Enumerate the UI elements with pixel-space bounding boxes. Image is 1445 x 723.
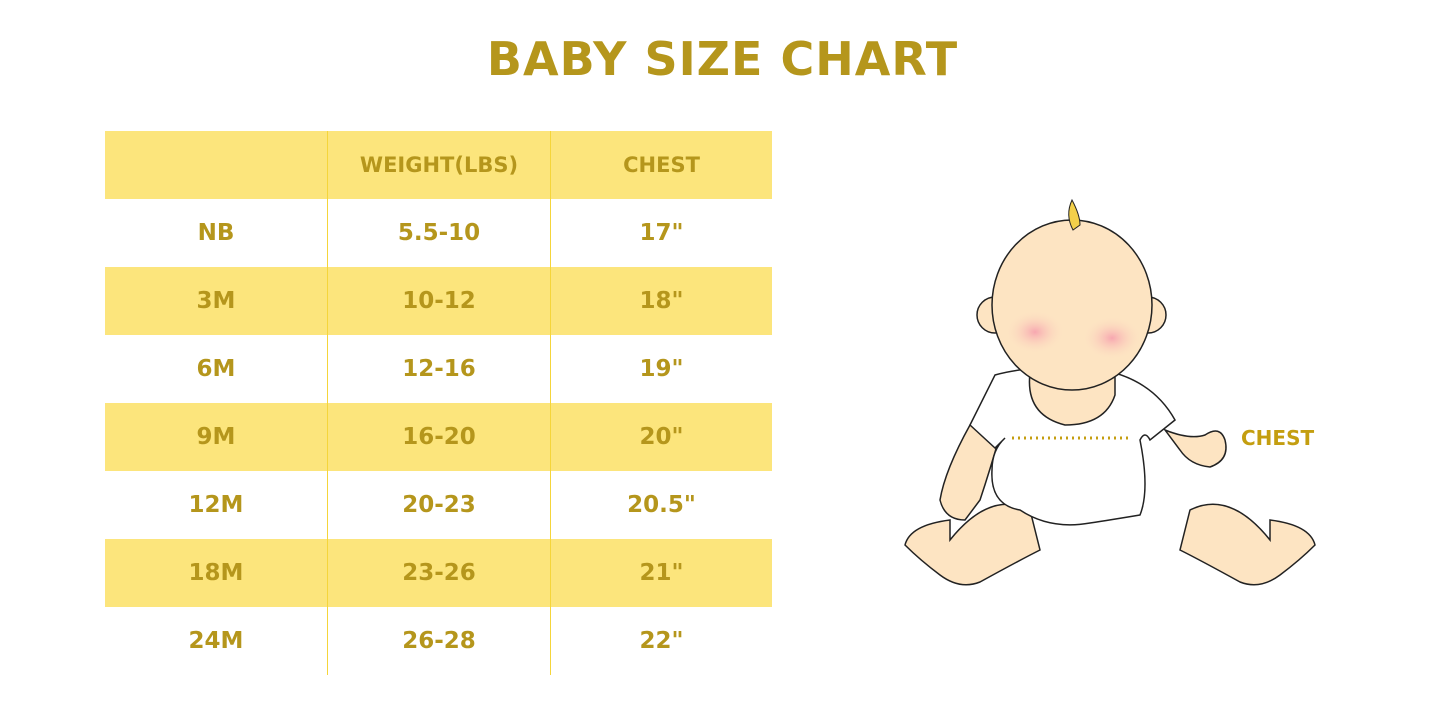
cell-size: 9M <box>196 424 236 450</box>
table-row: 24M 26-28 22" <box>105 607 772 675</box>
cell-chest: 19" <box>639 356 684 382</box>
table-row: 3M 10-12 18" <box>105 267 772 335</box>
cell-chest: 18" <box>639 288 684 314</box>
cell-weight: 12-16 <box>327 335 551 403</box>
header-chest: CHEST <box>623 153 700 177</box>
table-header-row: WEIGHT(LBS) CHEST <box>105 131 772 199</box>
table-row: 12M 20-23 20.5" <box>105 471 772 539</box>
cell-weight: 23-26 <box>327 539 551 607</box>
cell-chest: 21" <box>639 560 684 586</box>
cell-weight: 26-28 <box>327 607 551 675</box>
baby-illustration <box>904 198 1316 586</box>
page-title: BABY SIZE CHART <box>486 32 959 86</box>
table-row: 9M 16-20 20" <box>105 403 772 471</box>
cell-size: 3M <box>196 288 236 314</box>
table-row: 18M 23-26 21" <box>105 539 772 607</box>
cell-weight: 20-23 <box>327 471 551 539</box>
cell-chest: 20.5" <box>627 492 696 518</box>
table-row: 6M 12-16 19" <box>105 335 772 403</box>
cell-chest: 17" <box>639 220 684 246</box>
header-weight: WEIGHT(LBS) <box>327 131 551 199</box>
cell-weight: 16-20 <box>327 403 551 471</box>
cell-size: 6M <box>196 356 236 382</box>
cell-size: 24M <box>188 628 244 654</box>
cell-chest: 20" <box>639 424 684 450</box>
header-size <box>105 131 328 199</box>
size-table: WEIGHT(LBS) CHEST NB 5.5-10 17" 3M 10-12 18" 6… <box>105 131 772 675</box>
cell-weight: 10-12 <box>327 267 551 335</box>
cell-chest: 22" <box>639 628 684 654</box>
cell-size: 12M <box>188 492 244 518</box>
cell-weight: 5.5-10 <box>327 199 551 267</box>
cell-size: NB <box>197 220 235 246</box>
table-row: NB 5.5-10 17" <box>105 199 772 267</box>
cell-size: 18M <box>188 560 244 586</box>
chest-label: CHEST <box>1241 426 1315 450</box>
